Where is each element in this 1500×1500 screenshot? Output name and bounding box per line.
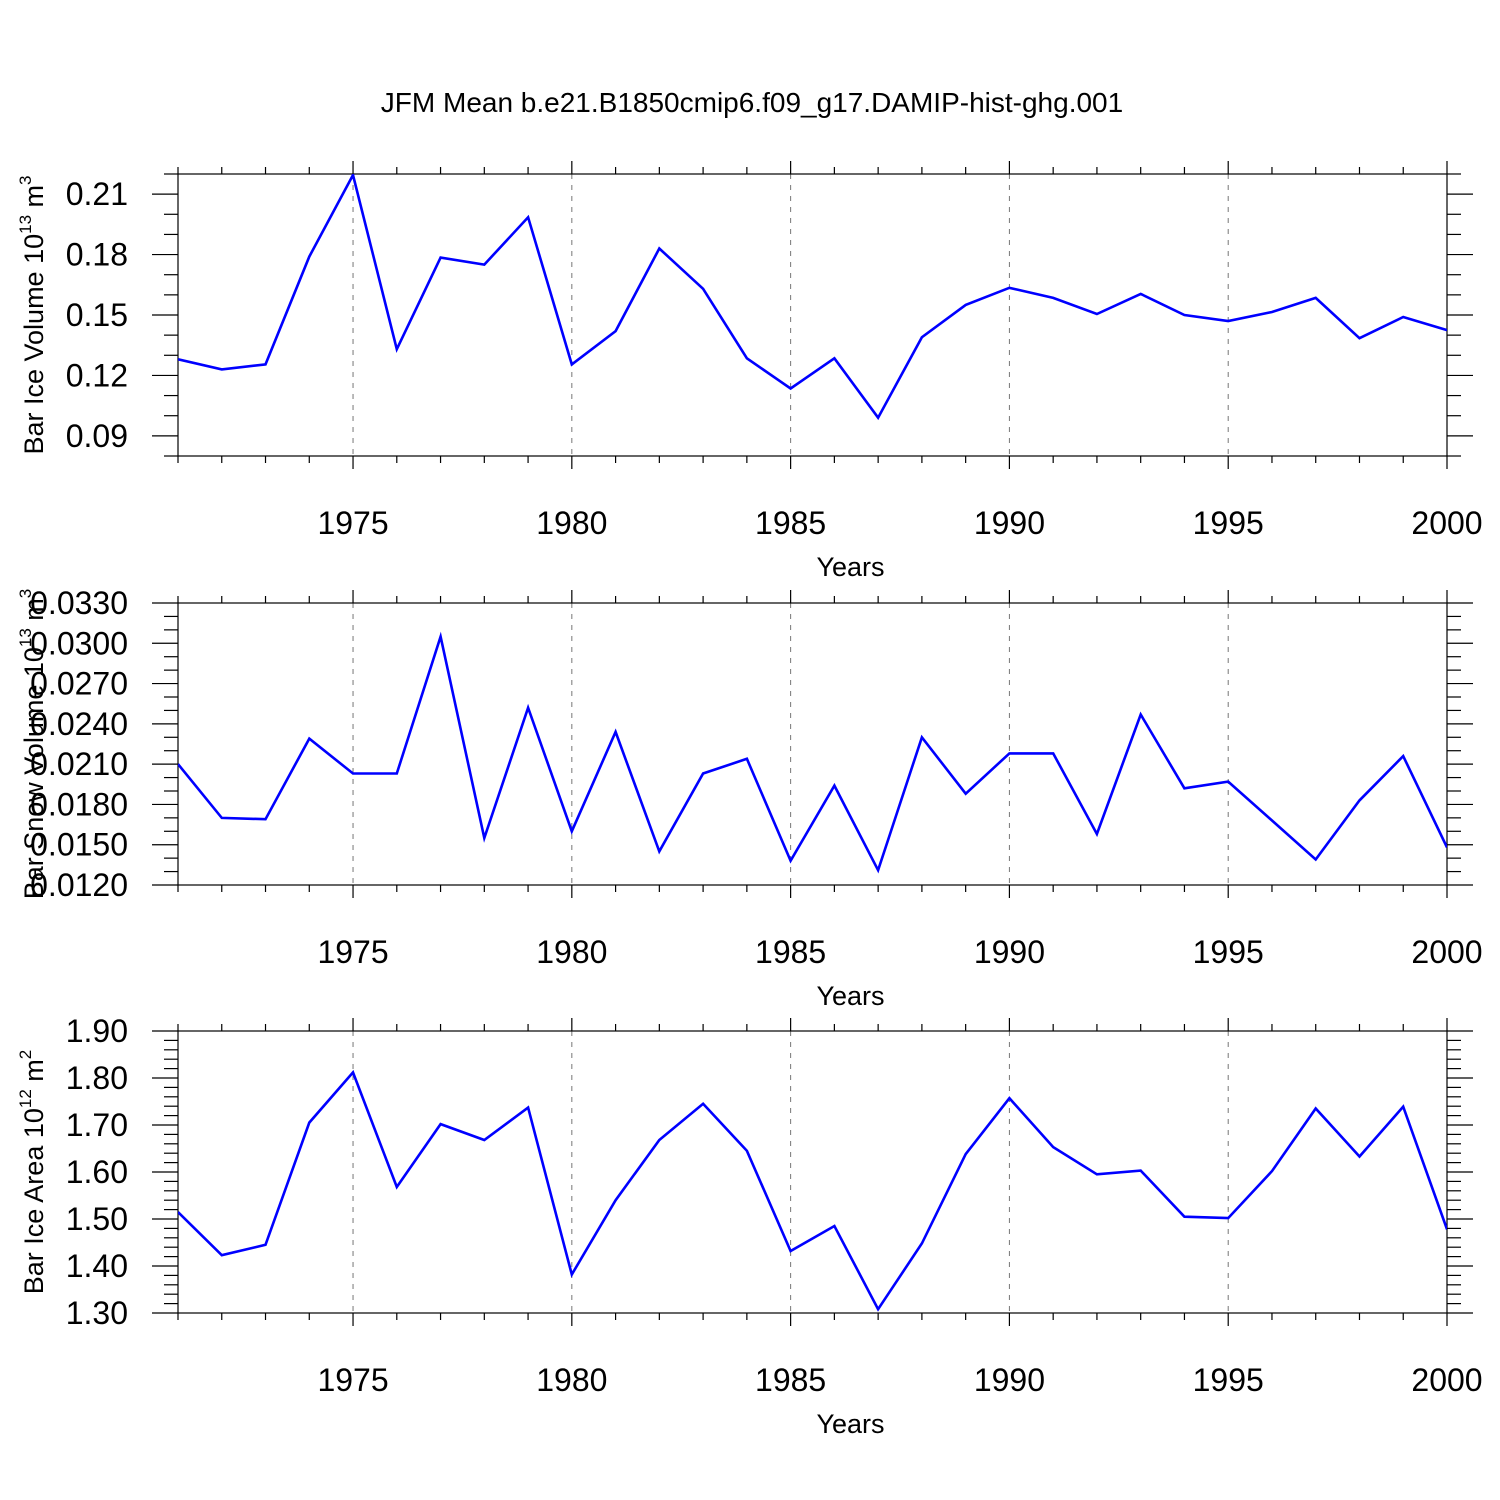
x-axis-title: Years	[816, 1409, 884, 1439]
y-tick-label: 0.0300	[30, 625, 128, 661]
y-tick-label: 1.30	[66, 1295, 128, 1331]
x-tick-label: 1980	[536, 934, 607, 970]
y-axis-title-unit-exponent: 3	[16, 175, 35, 184]
x-tick-label: 1980	[536, 1362, 607, 1398]
y-axis-title-exponent: 13	[16, 215, 35, 234]
panel-3: 1.30 1.40 1.50 1.60 1.70 1.80 1.90 1975 1980 1985…	[16, 1013, 1483, 1439]
y-tick-label: 1.90	[66, 1013, 128, 1049]
y-axis-title-text: Bar Snow Volume 10	[19, 647, 49, 899]
x-tick-label: 1980	[536, 505, 607, 541]
x-tick-label: 1975	[317, 505, 388, 541]
y-tick-label: 0.0180	[30, 786, 128, 822]
y-tick-label: 1.50	[66, 1201, 128, 1237]
x-tick-label: 2000	[1411, 505, 1482, 541]
y-tick-label: 0.09	[66, 418, 128, 454]
y-tick-label: 0.0330	[30, 585, 128, 621]
y-tick-label: 0.18	[66, 237, 128, 273]
y-axis-title-text: Bar Ice Volume 10	[19, 234, 49, 455]
x-tick-label: 1975	[317, 1362, 388, 1398]
x-tick-label: 1975	[317, 934, 388, 970]
y-axis-title-unit: m	[19, 598, 49, 628]
x-tick-label: 1990	[974, 934, 1045, 970]
x-tick-label: 1995	[1193, 1362, 1264, 1398]
panel-1: 0.09 0.12 0.15 0.18 0.21 1975 1980 1985 1990 1995…	[16, 161, 1483, 582]
y-axis-title-unit-exponent: 2	[16, 1050, 35, 1059]
y-axis-title-unit-exponent: 3	[16, 589, 35, 598]
y-axis-title-unit: m	[19, 1059, 49, 1089]
x-axis-title: Years	[816, 981, 884, 1011]
y-axis-title-exponent: 13	[16, 628, 35, 647]
y-tick-label: 0.0120	[30, 867, 128, 903]
y-tick-label: 0.12	[66, 357, 128, 393]
x-tick-label: 1985	[755, 1362, 826, 1398]
y-tick-label: 0.0240	[30, 706, 128, 742]
series-line	[178, 1069, 1447, 1312]
x-axis-title: Years	[816, 552, 884, 582]
panel-2: 0.0120 0.0150 0.0180 0.0210 0.0240 0.0270 0.03…	[16, 585, 1483, 1011]
y-axis-title: Bar Ice Volume 1013 m3	[16, 175, 49, 454]
y-tick-label: 0.15	[66, 297, 128, 333]
y-tick-label: 0.0150	[30, 827, 128, 863]
y-tick-label: 1.70	[66, 1107, 128, 1143]
y-tick-label: 0.0210	[30, 746, 128, 782]
x-tick-label: 1990	[974, 505, 1045, 541]
x-tick-label: 1985	[755, 505, 826, 541]
x-tick-label: 1990	[974, 1362, 1045, 1398]
y-axis-title-text: Bar Ice Area 10	[19, 1108, 49, 1294]
plot-frame	[177, 1030, 1448, 1314]
series-line	[178, 631, 1447, 874]
chart-title: JFM Mean b.e21.B1850cmip6.f09_g17.DAMIP-…	[381, 87, 1123, 118]
y-tick-label: 1.60	[66, 1154, 128, 1190]
y-axis-title: Bar Snow Volume 1013 m3	[16, 589, 49, 900]
y-tick-label: 1.40	[66, 1248, 128, 1284]
y-tick-label: 1.80	[66, 1060, 128, 1096]
x-tick-label: 1985	[755, 934, 826, 970]
plot-frame	[177, 602, 1448, 886]
y-axis-title: Bar Ice Area 1012 m2	[16, 1050, 49, 1295]
y-axis-title-exponent: 12	[16, 1089, 35, 1108]
x-tick-label: 1995	[1193, 934, 1264, 970]
y-axis-title-unit: m	[19, 185, 49, 215]
x-tick-label: 2000	[1411, 1362, 1482, 1398]
y-tick-label: 0.21	[66, 176, 128, 212]
x-tick-label: 2000	[1411, 934, 1482, 970]
series-line	[178, 174, 1447, 421]
x-tick-label: 1995	[1193, 505, 1264, 541]
y-tick-label: 0.0270	[30, 666, 128, 702]
